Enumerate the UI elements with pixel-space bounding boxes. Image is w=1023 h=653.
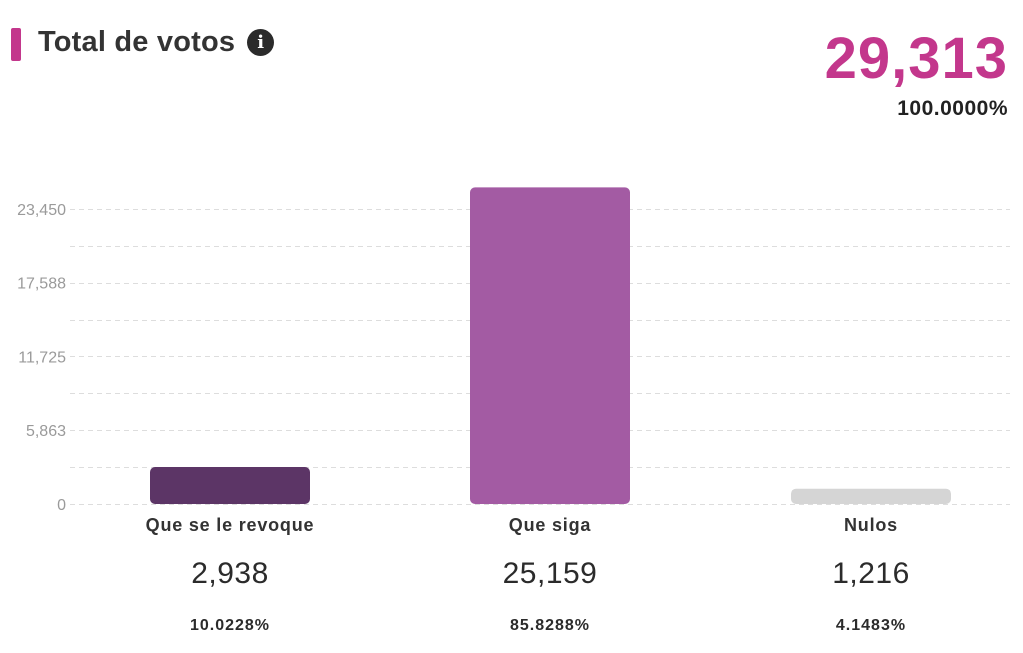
bar-1 <box>150 467 310 504</box>
bar-percent-label: 4.1483% <box>836 617 906 634</box>
bar-value-label: 25,159 <box>503 557 598 590</box>
total-votes-value: 29,313 <box>824 26 1008 91</box>
y-tick-label: 17,588 <box>17 276 66 293</box>
bar-percent-label: 85.8288% <box>510 617 590 634</box>
page-title: Total de votos <box>38 26 236 58</box>
bar-value-label: 1,216 <box>832 557 910 590</box>
x-tick-label: Nulos <box>844 515 898 535</box>
bar-3 <box>791 488 951 504</box>
bar-percent-label: 10.0228% <box>190 617 270 634</box>
x-tick-label: Que siga <box>509 515 592 535</box>
info-icon[interactable]: i <box>247 29 275 56</box>
y-tick-label: 5,863 <box>26 423 66 440</box>
y-tick-label: 0 <box>57 497 66 514</box>
total-votes-percent: 100.0000% <box>897 97 1008 120</box>
x-tick-label: Que se le revoque <box>146 515 315 535</box>
chart-header: Total de votos i <box>38 26 275 59</box>
y-tick-label: 23,450 <box>17 202 66 219</box>
y-tick-label: 11,725 <box>18 349 66 366</box>
bar-2 <box>470 187 630 504</box>
header-accent-bar <box>11 28 21 61</box>
bar-value-label: 2,938 <box>191 557 269 590</box>
